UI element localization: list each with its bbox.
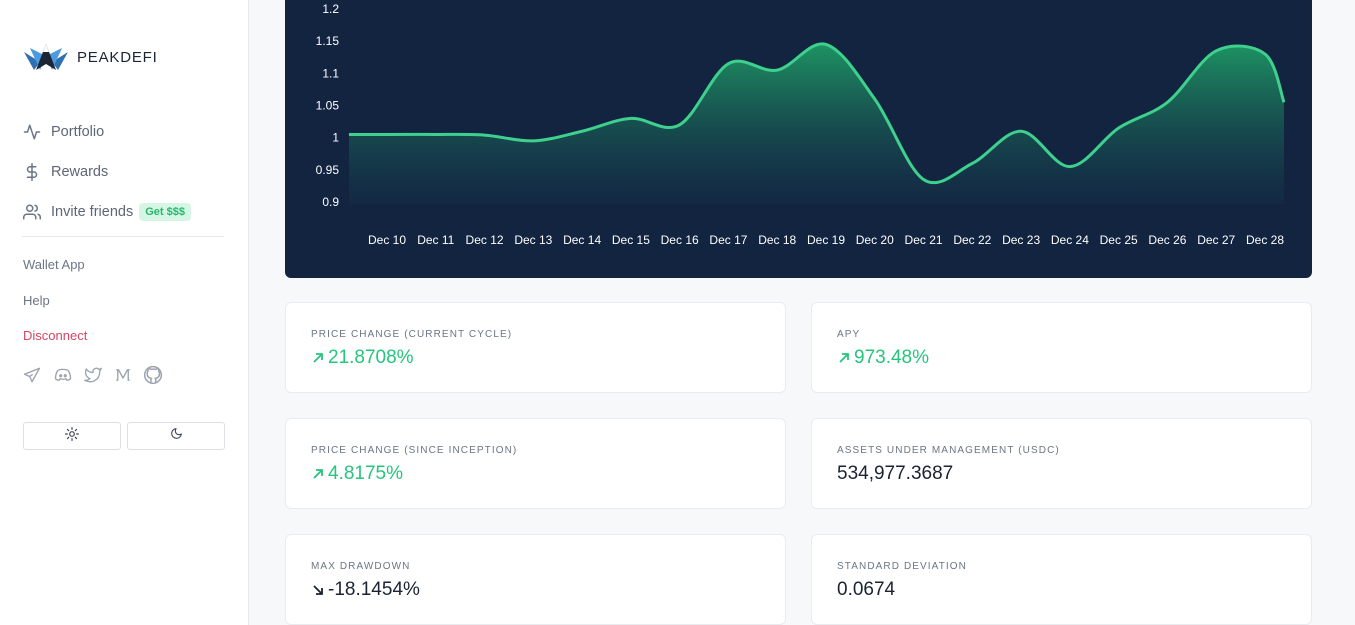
x-tick-label: Dec 26 [1148, 233, 1186, 247]
x-tick-label: Dec 17 [709, 233, 747, 247]
stat-card-max-drawdown: MAX DRAWDOWN -18.1454% [285, 534, 786, 625]
y-tick-label: 0.95 [316, 163, 340, 177]
sidebar-divider [22, 236, 224, 237]
twitter-icon[interactable] [83, 365, 113, 385]
disconnect-link[interactable]: Disconnect [23, 328, 88, 343]
social-links [23, 365, 173, 385]
stat-value: 21.8708% [311, 347, 414, 369]
nav-item-portfolio[interactable]: Portfolio [22, 112, 191, 152]
nav-item-label: Rewards [51, 164, 109, 180]
stat-value: 4.8175% [311, 463, 403, 485]
stat-title: PRICE CHANGE (CURRENT CYCLE) [311, 329, 513, 340]
stat-value-text: 21.8708% [328, 347, 414, 368]
stat-title: PRICE CHANGE (SINCE INCEPTION) [311, 445, 518, 456]
arrow-down-right-icon [313, 585, 323, 595]
y-tick-label: 1 [332, 131, 339, 145]
arrow-up-right-icon [313, 353, 323, 363]
stat-value: -18.1454% [311, 579, 420, 601]
invite-badge: Get $$$ [139, 203, 191, 221]
y-tick-label: 1.1 [322, 66, 339, 80]
y-tick-label: 1.2 [322, 2, 339, 16]
nav-item-label: Invite friends [51, 204, 134, 220]
stat-value: 0.0674 [837, 579, 895, 601]
x-tick-label: Dec 20 [856, 233, 894, 247]
chart-area-fill [349, 43, 1284, 205]
light-theme-button[interactable] [23, 422, 121, 450]
stat-card-apy: APY 973.48% [811, 302, 1312, 393]
x-tick-label: Dec 16 [661, 233, 699, 247]
x-tick-label: Dec 27 [1197, 233, 1235, 247]
x-tick-label: Dec 28 [1246, 233, 1284, 247]
sidebar: PEAKDEFI Portfolio Rewards Invite friend… [0, 0, 249, 625]
stat-value-text: 534,977.3687 [837, 463, 954, 484]
stat-value-text: 0.0674 [837, 579, 896, 600]
wallet-app-link[interactable]: Wallet App [23, 257, 85, 272]
stat-value-text: 973.48% [854, 347, 930, 368]
x-tick-label: Dec 14 [563, 233, 601, 247]
x-tick-label: Dec 10 [368, 233, 406, 247]
x-tick-label: Dec 23 [1002, 233, 1040, 247]
stat-card-std-deviation: STANDARD DEVIATION 0.0674 [811, 534, 1312, 625]
stat-title: STANDARD DEVIATION [837, 561, 967, 572]
y-tick-label: 0.9 [322, 195, 339, 209]
sidebar-links: Wallet App Help Disconnect [23, 257, 87, 364]
stat-value-text: 4.8175% [328, 463, 404, 484]
x-tick-label: Dec 15 [612, 233, 650, 247]
stat-title: ASSETS UNDER MANAGEMENT (USDC) [837, 445, 1060, 456]
discord-icon[interactable] [53, 365, 83, 385]
peakdefi-logo-icon [24, 44, 68, 70]
y-tick-label: 1.05 [316, 99, 340, 113]
github-icon[interactable] [143, 365, 173, 385]
arrow-up-right-icon [313, 469, 323, 479]
theme-switcher [23, 422, 225, 450]
brand-logo[interactable]: PEAKDEFI [24, 42, 158, 72]
dark-theme-button[interactable] [127, 422, 225, 450]
arrow-up-right-icon [839, 353, 849, 363]
stat-title: MAX DRAWDOWN [311, 561, 411, 572]
x-tick-label: Dec 11 [417, 233, 454, 247]
x-tick-label: Dec 25 [1100, 233, 1138, 247]
sun-icon [65, 426, 79, 446]
nav-item-invite-friends[interactable]: Invite friends Get $$$ [22, 192, 191, 232]
activity-icon [22, 122, 42, 142]
dollar-icon [22, 162, 42, 182]
chart-series-line [349, 42, 1286, 185]
x-tick-label: Dec 24 [1051, 233, 1089, 247]
stat-value: 973.48% [837, 347, 929, 369]
moon-icon [170, 427, 183, 445]
x-tick-label: Dec 22 [953, 233, 991, 247]
help-link[interactable]: Help [23, 292, 50, 308]
x-tick-label: Dec 12 [466, 233, 504, 247]
x-tick-label: Dec 13 [514, 233, 552, 247]
brand-name: PEAKDEFI [77, 48, 158, 66]
nav-item-label: Portfolio [51, 124, 105, 140]
stat-value: 534,977.3687 [837, 463, 953, 485]
telegram-icon[interactable] [23, 365, 53, 385]
price-chart: 0.9 0.95 1 1.05 1.1 1.15 1.2 Dec 10 Dec 11 Dec 1… [316, 2, 1286, 247]
stat-card-aum: ASSETS UNDER MANAGEMENT (USDC) 534,977.3… [811, 418, 1312, 509]
stat-value-text: -18.1454% [328, 579, 420, 600]
x-tick-label: Dec 19 [807, 233, 845, 247]
stat-card-price-change-inception: PRICE CHANGE (SINCE INCEPTION) 4.8175% [285, 418, 786, 509]
medium-icon[interactable] [113, 365, 143, 385]
main-nav: Portfolio Rewards Invite friends Get $$$ [22, 112, 191, 232]
stat-card-price-change-cycle: PRICE CHANGE (CURRENT CYCLE) 21.8708% [285, 302, 786, 393]
x-tick-label: Dec 18 [758, 233, 796, 247]
nav-item-rewards[interactable]: Rewards [22, 152, 191, 192]
users-icon [22, 202, 42, 222]
stat-title: APY [837, 329, 861, 340]
price-chart-panel: 0.9 0.95 1 1.05 1.1 1.15 1.2 Dec 10 Dec 11 Dec 1… [285, 0, 1312, 278]
y-tick-label: 1.15 [316, 34, 340, 48]
x-tick-label: Dec 21 [905, 233, 943, 247]
